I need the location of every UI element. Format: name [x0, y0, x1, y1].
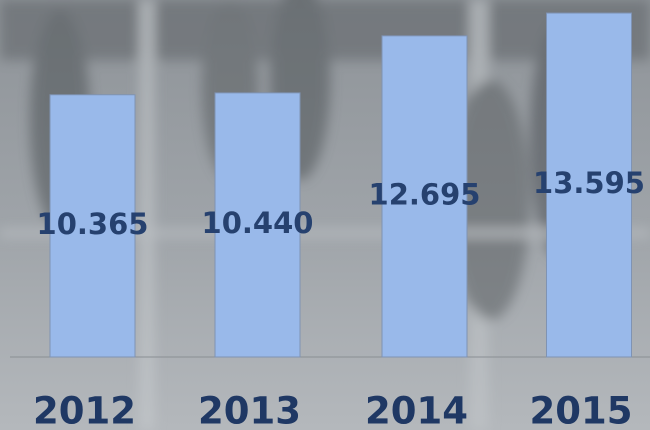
value-label: 12.695 — [369, 177, 481, 211]
x-tick-label: 2012 — [33, 390, 136, 430]
x-tick-label: 2015 — [530, 390, 633, 430]
x-tick-label: 2013 — [198, 390, 301, 430]
x-tick-label: 2014 — [365, 390, 468, 430]
value-label: 13.595 — [533, 166, 645, 200]
value-label: 10.440 — [202, 206, 314, 240]
chart: 10.365 2012 10.440 2013 12.695 2014 13.595 2015 — [0, 0, 650, 430]
value-label: 10.365 — [37, 207, 149, 241]
page: 10.365 2012 10.440 2013 12.695 2014 13.595 2015… — [0, 0, 650, 430]
